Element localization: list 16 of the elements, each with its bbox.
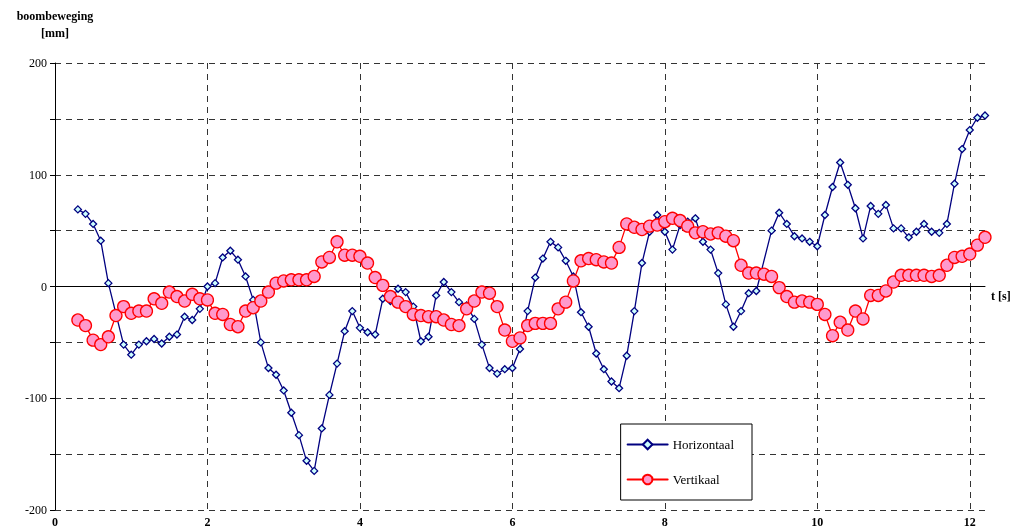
x-tick-label: 8 bbox=[661, 515, 668, 528]
x-tick-label: 4 bbox=[356, 515, 363, 528]
legend-label: Horizontaal bbox=[672, 437, 735, 452]
x-tick-label: 12 bbox=[963, 515, 976, 528]
x-axis-title: t [s] bbox=[991, 288, 1011, 303]
x-tick-label: 2 bbox=[204, 515, 211, 528]
y-tick-label: 0 bbox=[41, 279, 47, 294]
legend-label: Vertikaal bbox=[672, 472, 720, 487]
x-tick-label: 0 bbox=[52, 515, 58, 528]
y-tick-label: -100 bbox=[25, 391, 47, 406]
y-tick-label: 100 bbox=[29, 167, 47, 182]
y-tick-label: 200 bbox=[29, 56, 47, 70]
y-tick-label: -200 bbox=[25, 503, 47, 517]
x-tick-label: 6 bbox=[509, 515, 516, 528]
x-tick-label: 10 bbox=[811, 515, 824, 528]
y-axis-title: boombeweging [mm] bbox=[16, 8, 94, 40]
